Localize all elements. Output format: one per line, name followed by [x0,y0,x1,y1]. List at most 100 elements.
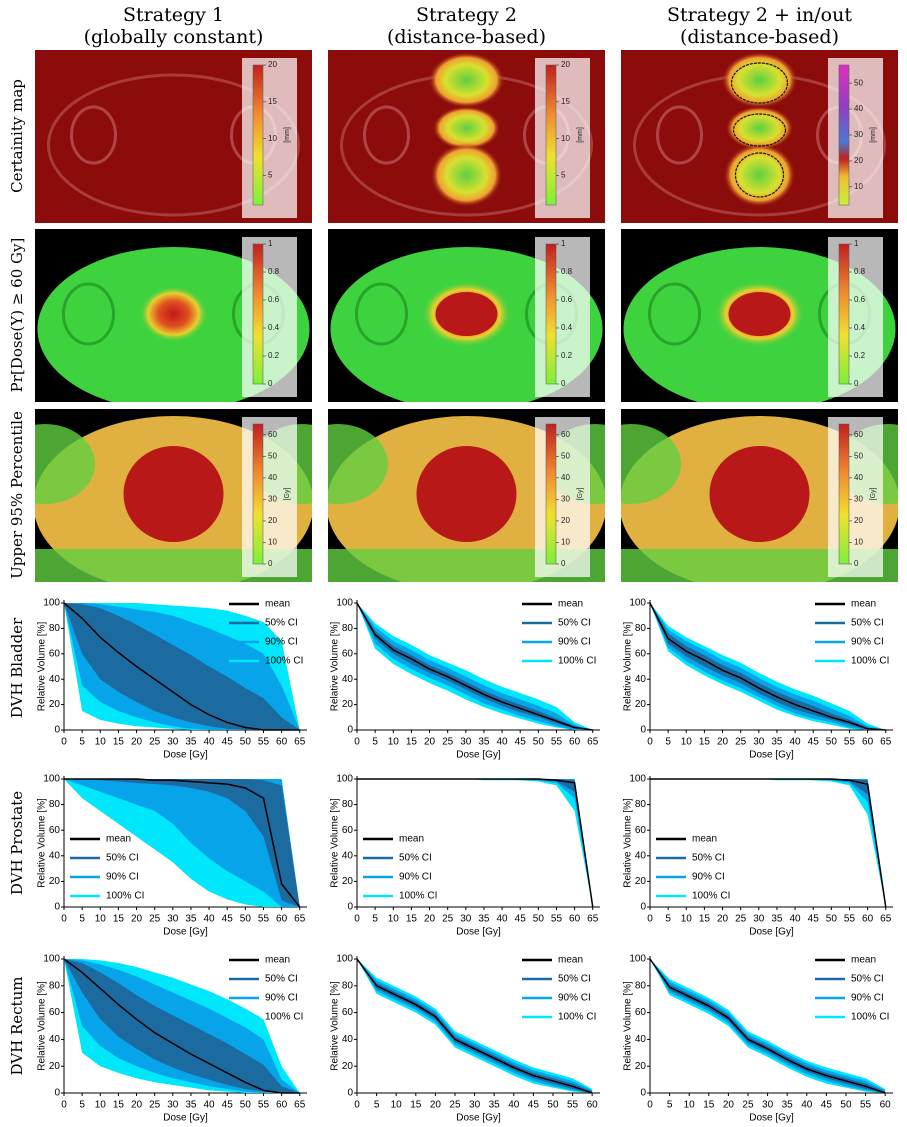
uncertainty-blob [723,143,796,207]
legend-label: 90% CI [399,872,432,883]
y-tick-label: 0 [54,725,60,736]
row-label: Pr[Dose(Y) ≥ 60 Gy] [8,238,26,393]
y-tick-label: 40 [49,1034,61,1045]
colorbar-tick-label: 20 [561,60,570,69]
colorbar-tick-label: 10 [854,538,863,547]
y-axis-label: Relative Volume [%] [330,622,341,712]
legend-label: 50% CI [851,974,884,985]
low-dose [621,424,681,504]
x-tick-label: 20 [131,914,143,925]
y-axis-label: Relative Volume [%] [623,981,634,1071]
legend-label: 100% CI [265,1012,303,1023]
x-tick-label: 50 [240,737,252,748]
x-axis-label: Dose [Gy] [456,1113,501,1124]
x-tick-label: 0 [647,914,653,925]
colorbar-tick-label: 50 [854,451,863,460]
y-tick-label: 60 [635,1007,647,1018]
y-tick-label: 0 [347,725,353,736]
y-tick-label: 20 [342,1061,354,1072]
legend-label: 100% CI [558,656,596,667]
colorbar-tick-label: 0.2 [268,351,280,360]
ci-band [357,959,593,1093]
high-dose [123,446,224,542]
colorbar-tick-label: 0.4 [854,323,866,332]
colorbar-tick-label: 5 [268,171,273,180]
x-tick-label: 55 [551,914,563,925]
x-tick-label: 30 [753,737,765,748]
ci-band [357,779,593,907]
mean-line [650,778,887,908]
y-tick-label: 80 [635,980,647,991]
x-tick-label: 65 [587,914,599,925]
y-tick-label: 60 [635,825,647,836]
high-dose [709,446,810,542]
y-tick-label: 40 [49,674,61,685]
x-tick-label: 40 [790,914,802,925]
y-tick-label: 60 [342,648,354,659]
high-dose [416,446,517,542]
x-tick-label: 25 [442,914,454,925]
map-panel [328,409,605,582]
y-tick-label: 0 [347,902,353,913]
y-tick-label: 0 [640,1088,646,1099]
x-tick-label: 50 [533,737,545,748]
colorbar-tick-label: 60 [561,430,570,439]
x-tick-label: 45 [808,914,820,925]
x-tick-label: 25 [735,914,747,925]
x-tick-label: 20 [717,737,729,748]
legend-label: 50% CI [851,618,884,629]
uncertainty-blob [721,52,798,108]
ci-band [650,603,886,730]
x-tick-label: 5 [665,914,671,925]
x-tick-label: 5 [667,1100,673,1111]
dose-region [728,292,791,336]
x-tick-label: 35 [771,914,783,925]
map-panel [35,409,312,582]
x-tick-label: 25 [742,1100,754,1111]
x-tick-label: 5 [79,914,85,925]
colorbar-tick-label: 0 [268,379,273,388]
x-tick-label: 0 [354,914,360,925]
x-tick-label: 35 [478,737,490,748]
colorbar-tick-label: 0.8 [561,267,573,276]
colorbar-tick-label: 0.8 [854,267,866,276]
colorbar-tick-label: 0.2 [561,351,573,360]
x-tick-label: 45 [528,1100,540,1111]
y-tick-label: 40 [635,674,647,685]
x-tick-label: 60 [862,914,874,925]
colorbar-tick-label: 10 [268,134,277,143]
x-axis-label: Dose [Gy] [456,927,501,938]
x-tick-label: 55 [258,737,270,748]
legend-label: 100% CI [692,891,730,902]
x-tick-label: 20 [131,737,143,748]
row-label: DVH Prostate [8,791,26,895]
x-tick-label: 40 [497,914,509,925]
legend-label: 90% CI [106,872,139,883]
dose-region [435,292,498,336]
row-label: Certainity map [8,79,26,193]
legend-label: mean [265,599,290,610]
x-tick-label: 15 [699,914,711,925]
x-tick-label: 45 [515,737,527,748]
colorbar-tick-label: 15 [268,97,277,106]
x-axis-label: Dose [Gy] [163,750,208,761]
column-subtitle: (distance-based) [387,26,546,48]
y-tick-label: 100 [43,954,60,965]
ci-band [650,779,886,907]
y-tick-label: 20 [49,1061,61,1072]
y-tick-label: 80 [49,980,61,991]
x-tick-label: 65 [880,737,892,748]
x-tick-label: 45 [515,914,527,925]
colorbar-tick-label: 20 [268,516,277,525]
y-tick-label: 80 [635,623,647,634]
y-tick-label: 60 [342,1007,354,1018]
x-tick-label: 10 [681,914,693,925]
x-tick-label: 10 [388,737,400,748]
colorbar-tick-label: 50 [268,451,277,460]
legend-label: 90% CI [558,993,591,1004]
legend-label: 50% CI [399,853,432,864]
x-tick-label: 15 [703,1100,715,1111]
x-tick-label: 5 [372,914,378,925]
x-tick-label: 30 [167,1100,179,1111]
